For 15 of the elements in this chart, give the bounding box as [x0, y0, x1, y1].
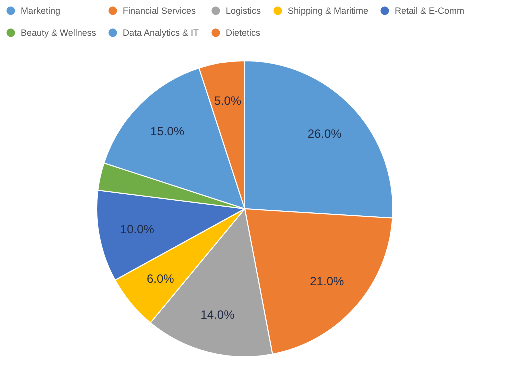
legend-label: Beauty & Wellness: [21, 28, 97, 38]
legend-label: Financial Services: [123, 6, 197, 16]
data-label: 26.0%: [308, 127, 342, 142]
legend-label: Marketing: [21, 6, 61, 16]
data-label: 6.0%: [146, 272, 175, 286]
data-label: 14.0%: [200, 308, 236, 322]
legend-label: Data Analytics & IT: [123, 28, 200, 38]
legend-label: Shipping & Maritime: [288, 6, 369, 16]
legend-label: Retail & E-Comm: [395, 6, 465, 16]
data-label: 10.0%: [120, 222, 155, 237]
data-label: 21.0%: [310, 274, 344, 288]
data-label: 5.0%: [214, 94, 242, 108]
data-label: 15.0%: [150, 124, 185, 139]
legend-label: Logistics: [226, 6, 262, 16]
legend-label: Dietetics: [226, 28, 262, 38]
